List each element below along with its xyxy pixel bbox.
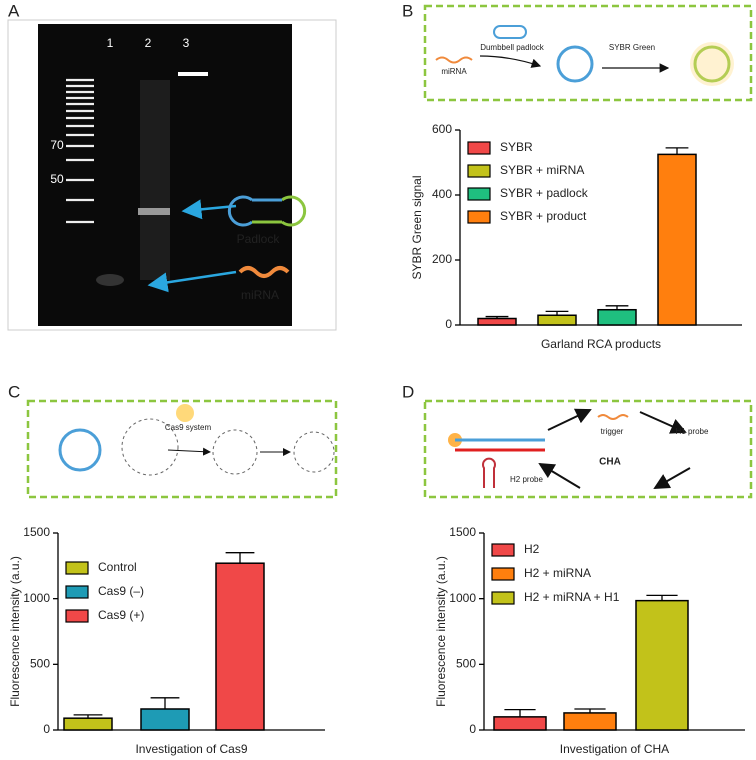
glow bbox=[690, 42, 734, 86]
lane-label: 3 bbox=[183, 36, 190, 50]
padlock-icon bbox=[227, 195, 307, 227]
legend-label: SYBR + miRNA bbox=[500, 163, 584, 177]
gel-label: Padlock bbox=[237, 232, 281, 246]
bar bbox=[493, 716, 547, 731]
band bbox=[178, 72, 208, 76]
y-tick-label: 600 bbox=[432, 122, 452, 136]
legend-label: Control bbox=[98, 560, 137, 574]
h2-icon bbox=[482, 457, 496, 488]
panel-label: D bbox=[402, 382, 414, 401]
diagram-label: CHA bbox=[599, 457, 621, 468]
y-tick-label: 400 bbox=[432, 187, 452, 201]
marker-label: 70 bbox=[50, 138, 64, 152]
marker-label: 50 bbox=[50, 172, 64, 186]
bar bbox=[597, 308, 637, 326]
arrow bbox=[653, 467, 691, 489]
product-icon bbox=[693, 45, 731, 83]
bar bbox=[537, 314, 577, 326]
trigger-icon bbox=[597, 414, 629, 420]
diagram-label: H1 probe bbox=[676, 427, 709, 436]
y-axis-label: SYBR Green signal bbox=[410, 175, 424, 279]
legend-label: SYBR + padlock bbox=[500, 186, 589, 200]
y-axis-label: Fluorescence intensity (a.u.) bbox=[434, 556, 448, 707]
legend-swatch bbox=[65, 609, 89, 623]
y-tick-label: 200 bbox=[432, 252, 452, 266]
arrow bbox=[479, 55, 542, 68]
panel-label: A bbox=[8, 1, 20, 20]
diagram-label: H2 probe bbox=[510, 475, 543, 484]
legend-label: SYBR + product bbox=[500, 209, 587, 223]
y-tick-label: 500 bbox=[30, 657, 50, 671]
legend-label: H2 + miRNA bbox=[524, 566, 591, 580]
zoom-circle bbox=[121, 418, 179, 476]
y-tick-label: 500 bbox=[456, 657, 476, 671]
arrow bbox=[167, 447, 211, 456]
diagram-box bbox=[26, 399, 338, 499]
zoom-circle bbox=[212, 429, 258, 475]
y-tick-label: 1500 bbox=[23, 525, 50, 539]
arrow bbox=[538, 462, 581, 489]
y-tick-label: 1500 bbox=[449, 525, 476, 539]
legend-swatch bbox=[467, 141, 491, 155]
arrow bbox=[147, 270, 237, 293]
band bbox=[138, 208, 170, 215]
x-axis-label: Investigation of Cas9 bbox=[135, 742, 247, 756]
lane-label: 2 bbox=[145, 36, 152, 50]
legend-swatch bbox=[491, 567, 515, 581]
legend-swatch bbox=[467, 164, 491, 178]
x-axis-label: Garland RCA products bbox=[541, 337, 661, 351]
gel-label: miRNA bbox=[241, 288, 279, 302]
legend-swatch bbox=[491, 591, 515, 605]
product-icon bbox=[556, 45, 594, 83]
panel-label: C bbox=[8, 382, 20, 401]
padlock-icon bbox=[493, 25, 527, 39]
y-tick-label: 0 bbox=[469, 722, 476, 736]
bar bbox=[635, 599, 689, 731]
diagram-label: miRNA bbox=[441, 67, 467, 76]
band bbox=[96, 274, 124, 286]
diagram-label: Cas9 system bbox=[165, 423, 212, 432]
diagram-label: Dumbbell padlock bbox=[480, 43, 545, 52]
x-axis-label: Investigation of CHA bbox=[560, 742, 669, 756]
y-axis-label: Fluorescence intensity (a.u.) bbox=[8, 556, 22, 707]
arrow bbox=[639, 411, 687, 434]
diagram-box bbox=[423, 4, 753, 102]
legend-swatch bbox=[65, 585, 89, 599]
bar bbox=[657, 153, 697, 326]
arrow bbox=[181, 199, 237, 220]
mirna-icon bbox=[435, 56, 473, 64]
y-tick-label: 1000 bbox=[23, 591, 50, 605]
bar bbox=[563, 712, 617, 731]
diagram-box bbox=[423, 399, 753, 499]
diagram-label: SYBR Green bbox=[609, 43, 655, 52]
arrow bbox=[547, 408, 592, 431]
bar bbox=[215, 562, 265, 731]
legend-swatch bbox=[491, 543, 515, 557]
bar bbox=[477, 317, 517, 326]
y-tick-label: 1000 bbox=[449, 591, 476, 605]
mirna-icon bbox=[238, 266, 290, 278]
smear bbox=[140, 80, 170, 280]
cas9-icon bbox=[176, 404, 194, 422]
legend-label: H2 + miRNA + H1 bbox=[524, 590, 620, 604]
zoom-circle bbox=[293, 431, 335, 473]
legend-label: SYBR bbox=[500, 140, 533, 154]
frame bbox=[7, 19, 337, 331]
legend-swatch bbox=[467, 187, 491, 201]
y-tick-label: 0 bbox=[445, 317, 452, 331]
diagram-label: trigger bbox=[601, 427, 624, 436]
bar bbox=[140, 708, 190, 731]
y-tick-label: 0 bbox=[43, 722, 50, 736]
legend-label: Cas9 (+) bbox=[98, 608, 144, 622]
panel-label: B bbox=[402, 1, 413, 20]
legend-swatch bbox=[65, 561, 89, 575]
legend-label: H2 bbox=[524, 542, 540, 556]
product-icon bbox=[58, 428, 102, 472]
bar bbox=[63, 717, 113, 731]
legend-label: Cas9 (–) bbox=[98, 584, 144, 598]
legend-swatch bbox=[467, 210, 491, 224]
lane-label: 1 bbox=[107, 36, 114, 50]
ladder bbox=[66, 78, 94, 224]
